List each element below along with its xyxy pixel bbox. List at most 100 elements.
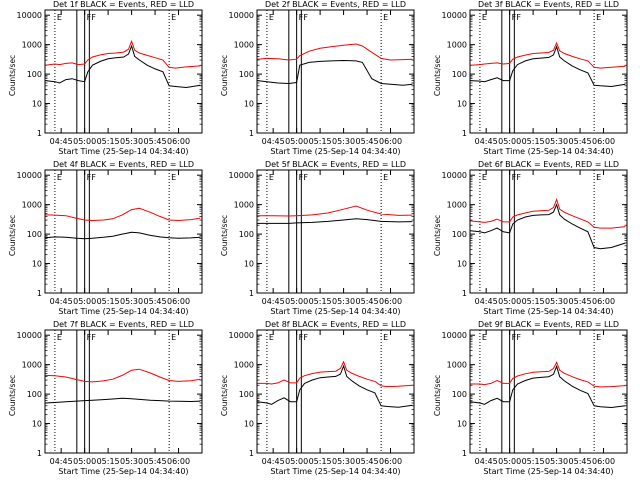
x-tick-label: 06:00 xyxy=(167,457,190,466)
y-tick-label: 1000 xyxy=(22,201,42,210)
y-tick-label: 10 xyxy=(244,420,254,429)
chart-title: Det 6f BLACK = Events, RED = LLD xyxy=(478,160,619,169)
annotation-label: E xyxy=(57,173,62,182)
annotation-label: E xyxy=(596,173,601,182)
y-tick-label: 100 xyxy=(452,390,467,399)
series-line xyxy=(45,207,201,222)
annotation-label: F xyxy=(87,13,92,22)
x-tick-label: 05:15 xyxy=(522,137,545,146)
annotation-label: E xyxy=(269,13,274,22)
y-tick-label: 100 xyxy=(239,390,254,399)
annotation-label: F xyxy=(91,333,96,342)
x-tick-label: 06:00 xyxy=(379,137,402,146)
chart-title: Det 5f BLACK = Events, RED = LLD xyxy=(265,160,406,169)
y-tick-label: 1000 xyxy=(234,41,254,50)
x-tick-label: 05:45 xyxy=(356,137,379,146)
y-tick-label: 100 xyxy=(452,70,467,79)
annotation-label: E xyxy=(596,333,601,342)
y-tick-label: 10000 xyxy=(17,331,42,340)
x-tick-label: 06:00 xyxy=(592,457,615,466)
y-tick-label: 10 xyxy=(244,260,254,269)
x-tick-label: 05:15 xyxy=(97,297,120,306)
x-tick-label: 04:45 xyxy=(475,137,498,146)
y-axis-label: Counts/sec xyxy=(8,215,17,256)
plot-frame xyxy=(469,9,628,134)
chart-title: Det 1f BLACK = Events, RED = LLD xyxy=(53,0,194,9)
series-line xyxy=(470,364,626,409)
x-tick-label: 06:00 xyxy=(379,297,402,306)
x-tick-label: 05:45 xyxy=(569,297,592,306)
x-tick-label: 05:15 xyxy=(522,457,545,466)
annotation-label: E xyxy=(269,173,274,182)
x-tick-label: 04:45 xyxy=(262,137,285,146)
x-tick-label: 05:30 xyxy=(120,297,143,306)
y-tick-label: 1 xyxy=(37,449,42,458)
x-tick-label: 05:30 xyxy=(332,297,355,306)
series-line xyxy=(257,218,413,224)
annotation-label: E xyxy=(57,13,62,22)
x-axis-label: Start Time (25-Sep-14 04:34:40) xyxy=(58,307,188,316)
x-tick-label: 05:00 xyxy=(73,297,96,306)
y-tick-label: 10 xyxy=(32,100,42,109)
plot-frame xyxy=(256,169,415,294)
y-axis-label: Counts/sec xyxy=(220,55,229,96)
annotation-label: F xyxy=(512,173,517,182)
y-tick-label: 10000 xyxy=(442,171,467,180)
chart-panel: Det 8f BLACK = Events, RED = LLD 1 10 100 10… xyxy=(220,320,415,476)
y-tick-label: 100 xyxy=(239,230,254,239)
y-tick-label: 1 xyxy=(37,289,42,298)
y-tick-label: 100 xyxy=(239,70,254,79)
x-tick-label: 05:30 xyxy=(332,137,355,146)
x-tick-label: 05:30 xyxy=(545,457,568,466)
chart-panel: Det 9f BLACK = Events, RED = LLD 1 10 100 10… xyxy=(433,320,628,476)
chart-title: Det 7f BLACK = Events, RED = LLD xyxy=(53,320,194,329)
y-tick-label: 1 xyxy=(462,449,467,458)
y-tick-label: 10000 xyxy=(229,331,254,340)
y-axis-label: Counts/sec xyxy=(220,375,229,416)
x-tick-label: 04:45 xyxy=(50,297,73,306)
x-tick-label: 05:00 xyxy=(285,137,308,146)
annotation-label: F xyxy=(512,13,517,22)
x-tick-label: 04:45 xyxy=(262,457,285,466)
y-tick-label: 1000 xyxy=(234,201,254,210)
y-tick-label: 10000 xyxy=(442,11,467,20)
x-tick-label: 05:15 xyxy=(522,297,545,306)
series-line xyxy=(257,364,413,408)
series-line xyxy=(45,397,201,404)
plot-frame xyxy=(44,9,203,134)
x-tick-label: 05:15 xyxy=(309,457,332,466)
x-axis-label: Start Time (25-Sep-14 04:34:40) xyxy=(483,467,613,476)
y-tick-label: 10000 xyxy=(229,171,254,180)
y-tick-label: 1000 xyxy=(22,361,42,370)
chart-title: Det 2f BLACK = Events, RED = LLD xyxy=(265,0,406,9)
x-tick-label: 04:45 xyxy=(50,137,73,146)
annotation-label: F xyxy=(299,333,304,342)
y-tick-label: 1000 xyxy=(234,361,254,370)
x-tick-label: 05:00 xyxy=(73,457,96,466)
y-tick-label: 10 xyxy=(457,420,467,429)
annotation-label: E xyxy=(482,173,487,182)
annotation-label: F xyxy=(91,13,96,22)
y-axis-label: Counts/sec xyxy=(433,215,442,256)
series-line xyxy=(45,368,201,383)
x-tick-label: 05:15 xyxy=(97,137,120,146)
x-tick-label: 05:15 xyxy=(97,457,120,466)
series-line xyxy=(470,41,626,69)
x-axis-label: Start Time (25-Sep-14 04:34:40) xyxy=(483,147,613,156)
annotation-label: E xyxy=(383,173,388,182)
series-line xyxy=(470,361,626,388)
x-tick-label: 05:45 xyxy=(144,137,167,146)
x-tick-label: 05:30 xyxy=(120,457,143,466)
y-tick-label: 100 xyxy=(452,230,467,239)
x-tick-label: 05:00 xyxy=(498,297,521,306)
y-axis-label: Counts/sec xyxy=(220,215,229,256)
annotation-label: E xyxy=(57,333,62,342)
x-axis-label: Start Time (25-Sep-14 04:34:40) xyxy=(483,307,613,316)
annotation-label: F xyxy=(516,173,521,182)
annotation-label: E xyxy=(383,13,388,22)
annotation-label: F xyxy=(303,333,308,342)
plot-frame xyxy=(44,169,203,294)
x-tick-label: 05:00 xyxy=(498,457,521,466)
annotation-label: E xyxy=(171,333,176,342)
x-tick-label: 05:15 xyxy=(309,297,332,306)
